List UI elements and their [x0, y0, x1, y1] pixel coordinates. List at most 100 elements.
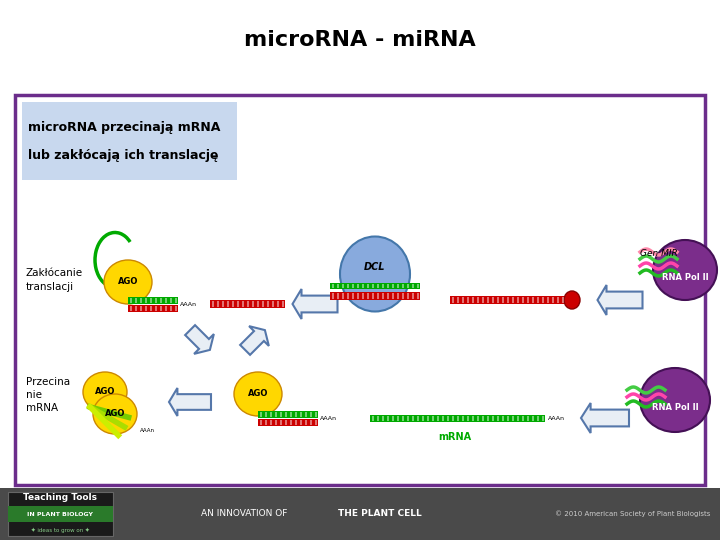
Bar — [547, 297, 549, 303]
Bar — [370, 415, 545, 422]
Bar — [502, 415, 504, 421]
Bar — [412, 415, 414, 421]
Bar — [452, 415, 454, 421]
Bar — [437, 415, 439, 421]
Bar — [342, 284, 344, 288]
Bar — [450, 296, 565, 304]
Bar — [522, 415, 524, 421]
Text: ✦ ideas to grow on ✦: ✦ ideas to grow on ✦ — [31, 527, 89, 533]
Bar — [387, 293, 389, 299]
Text: AAAn: AAAn — [320, 415, 337, 421]
Bar — [482, 297, 484, 303]
Bar — [377, 293, 379, 299]
Bar — [135, 298, 137, 302]
Bar — [377, 415, 379, 421]
Bar — [300, 420, 302, 424]
Bar — [457, 415, 459, 421]
Bar — [367, 284, 369, 288]
Bar — [407, 284, 409, 288]
Bar — [300, 411, 302, 416]
Bar — [532, 297, 534, 303]
Bar — [392, 293, 394, 299]
Bar — [237, 301, 239, 307]
Text: AAAn: AAAn — [140, 428, 155, 433]
Bar — [265, 420, 267, 424]
Bar — [417, 284, 419, 288]
Bar — [492, 415, 494, 421]
Bar — [282, 301, 284, 307]
Bar — [537, 415, 539, 421]
Bar — [285, 411, 287, 416]
Text: IN PLANT BIOLOGY: IN PLANT BIOLOGY — [27, 511, 93, 516]
Bar — [487, 415, 489, 421]
Bar — [407, 293, 409, 299]
Bar — [242, 301, 244, 307]
Bar — [387, 284, 389, 288]
Bar — [382, 293, 384, 299]
Bar — [402, 284, 404, 288]
Bar — [128, 305, 178, 312]
Bar — [387, 415, 389, 421]
Bar — [552, 297, 554, 303]
Bar — [277, 301, 279, 307]
Bar — [397, 284, 399, 288]
Ellipse shape — [340, 237, 410, 312]
Bar — [347, 293, 349, 299]
Bar — [402, 415, 404, 421]
Text: AGO: AGO — [248, 389, 268, 399]
Text: THE PLANT CELL: THE PLANT CELL — [338, 510, 422, 518]
Bar — [337, 293, 339, 299]
Ellipse shape — [83, 372, 127, 412]
Bar — [507, 415, 509, 421]
Bar — [512, 297, 514, 303]
Bar — [542, 297, 544, 303]
Bar — [462, 297, 464, 303]
Bar — [537, 297, 539, 303]
Bar — [372, 415, 374, 421]
Bar — [15, 95, 705, 485]
Bar — [170, 298, 172, 302]
Text: AAAn: AAAn — [180, 301, 197, 307]
Bar — [392, 415, 394, 421]
Bar — [542, 415, 544, 421]
Bar — [160, 306, 162, 310]
Bar — [452, 297, 454, 303]
Bar — [257, 301, 259, 307]
Bar — [295, 420, 297, 424]
Bar — [258, 418, 318, 426]
Bar — [427, 415, 429, 421]
Bar — [492, 297, 494, 303]
Bar — [477, 415, 479, 421]
Text: Teaching Tools: Teaching Tools — [23, 492, 97, 502]
Text: Gen MIR: Gen MIR — [640, 249, 678, 259]
Bar — [267, 301, 269, 307]
Bar — [280, 420, 282, 424]
Bar — [175, 306, 177, 310]
Bar — [305, 420, 307, 424]
Bar — [507, 297, 509, 303]
Bar — [128, 296, 178, 303]
Bar — [372, 293, 374, 299]
Bar — [262, 301, 264, 307]
Bar — [432, 415, 434, 421]
Bar — [397, 293, 399, 299]
Bar — [160, 298, 162, 302]
Bar — [275, 420, 277, 424]
Polygon shape — [240, 326, 269, 355]
Bar — [258, 410, 318, 417]
Bar — [362, 284, 364, 288]
Bar — [270, 420, 272, 424]
Bar — [407, 415, 409, 421]
Bar — [357, 284, 359, 288]
Ellipse shape — [234, 372, 282, 416]
Bar — [275, 411, 277, 416]
Bar — [417, 293, 419, 299]
Bar — [155, 298, 157, 302]
Bar — [562, 297, 564, 303]
Bar — [247, 301, 249, 307]
Text: © 2010 American Society of Plant Biologists: © 2010 American Society of Plant Biologi… — [554, 511, 710, 517]
Bar — [285, 420, 287, 424]
Text: AN INNOVATION OF: AN INNOVATION OF — [201, 510, 290, 518]
Bar — [472, 297, 474, 303]
Bar — [462, 415, 464, 421]
